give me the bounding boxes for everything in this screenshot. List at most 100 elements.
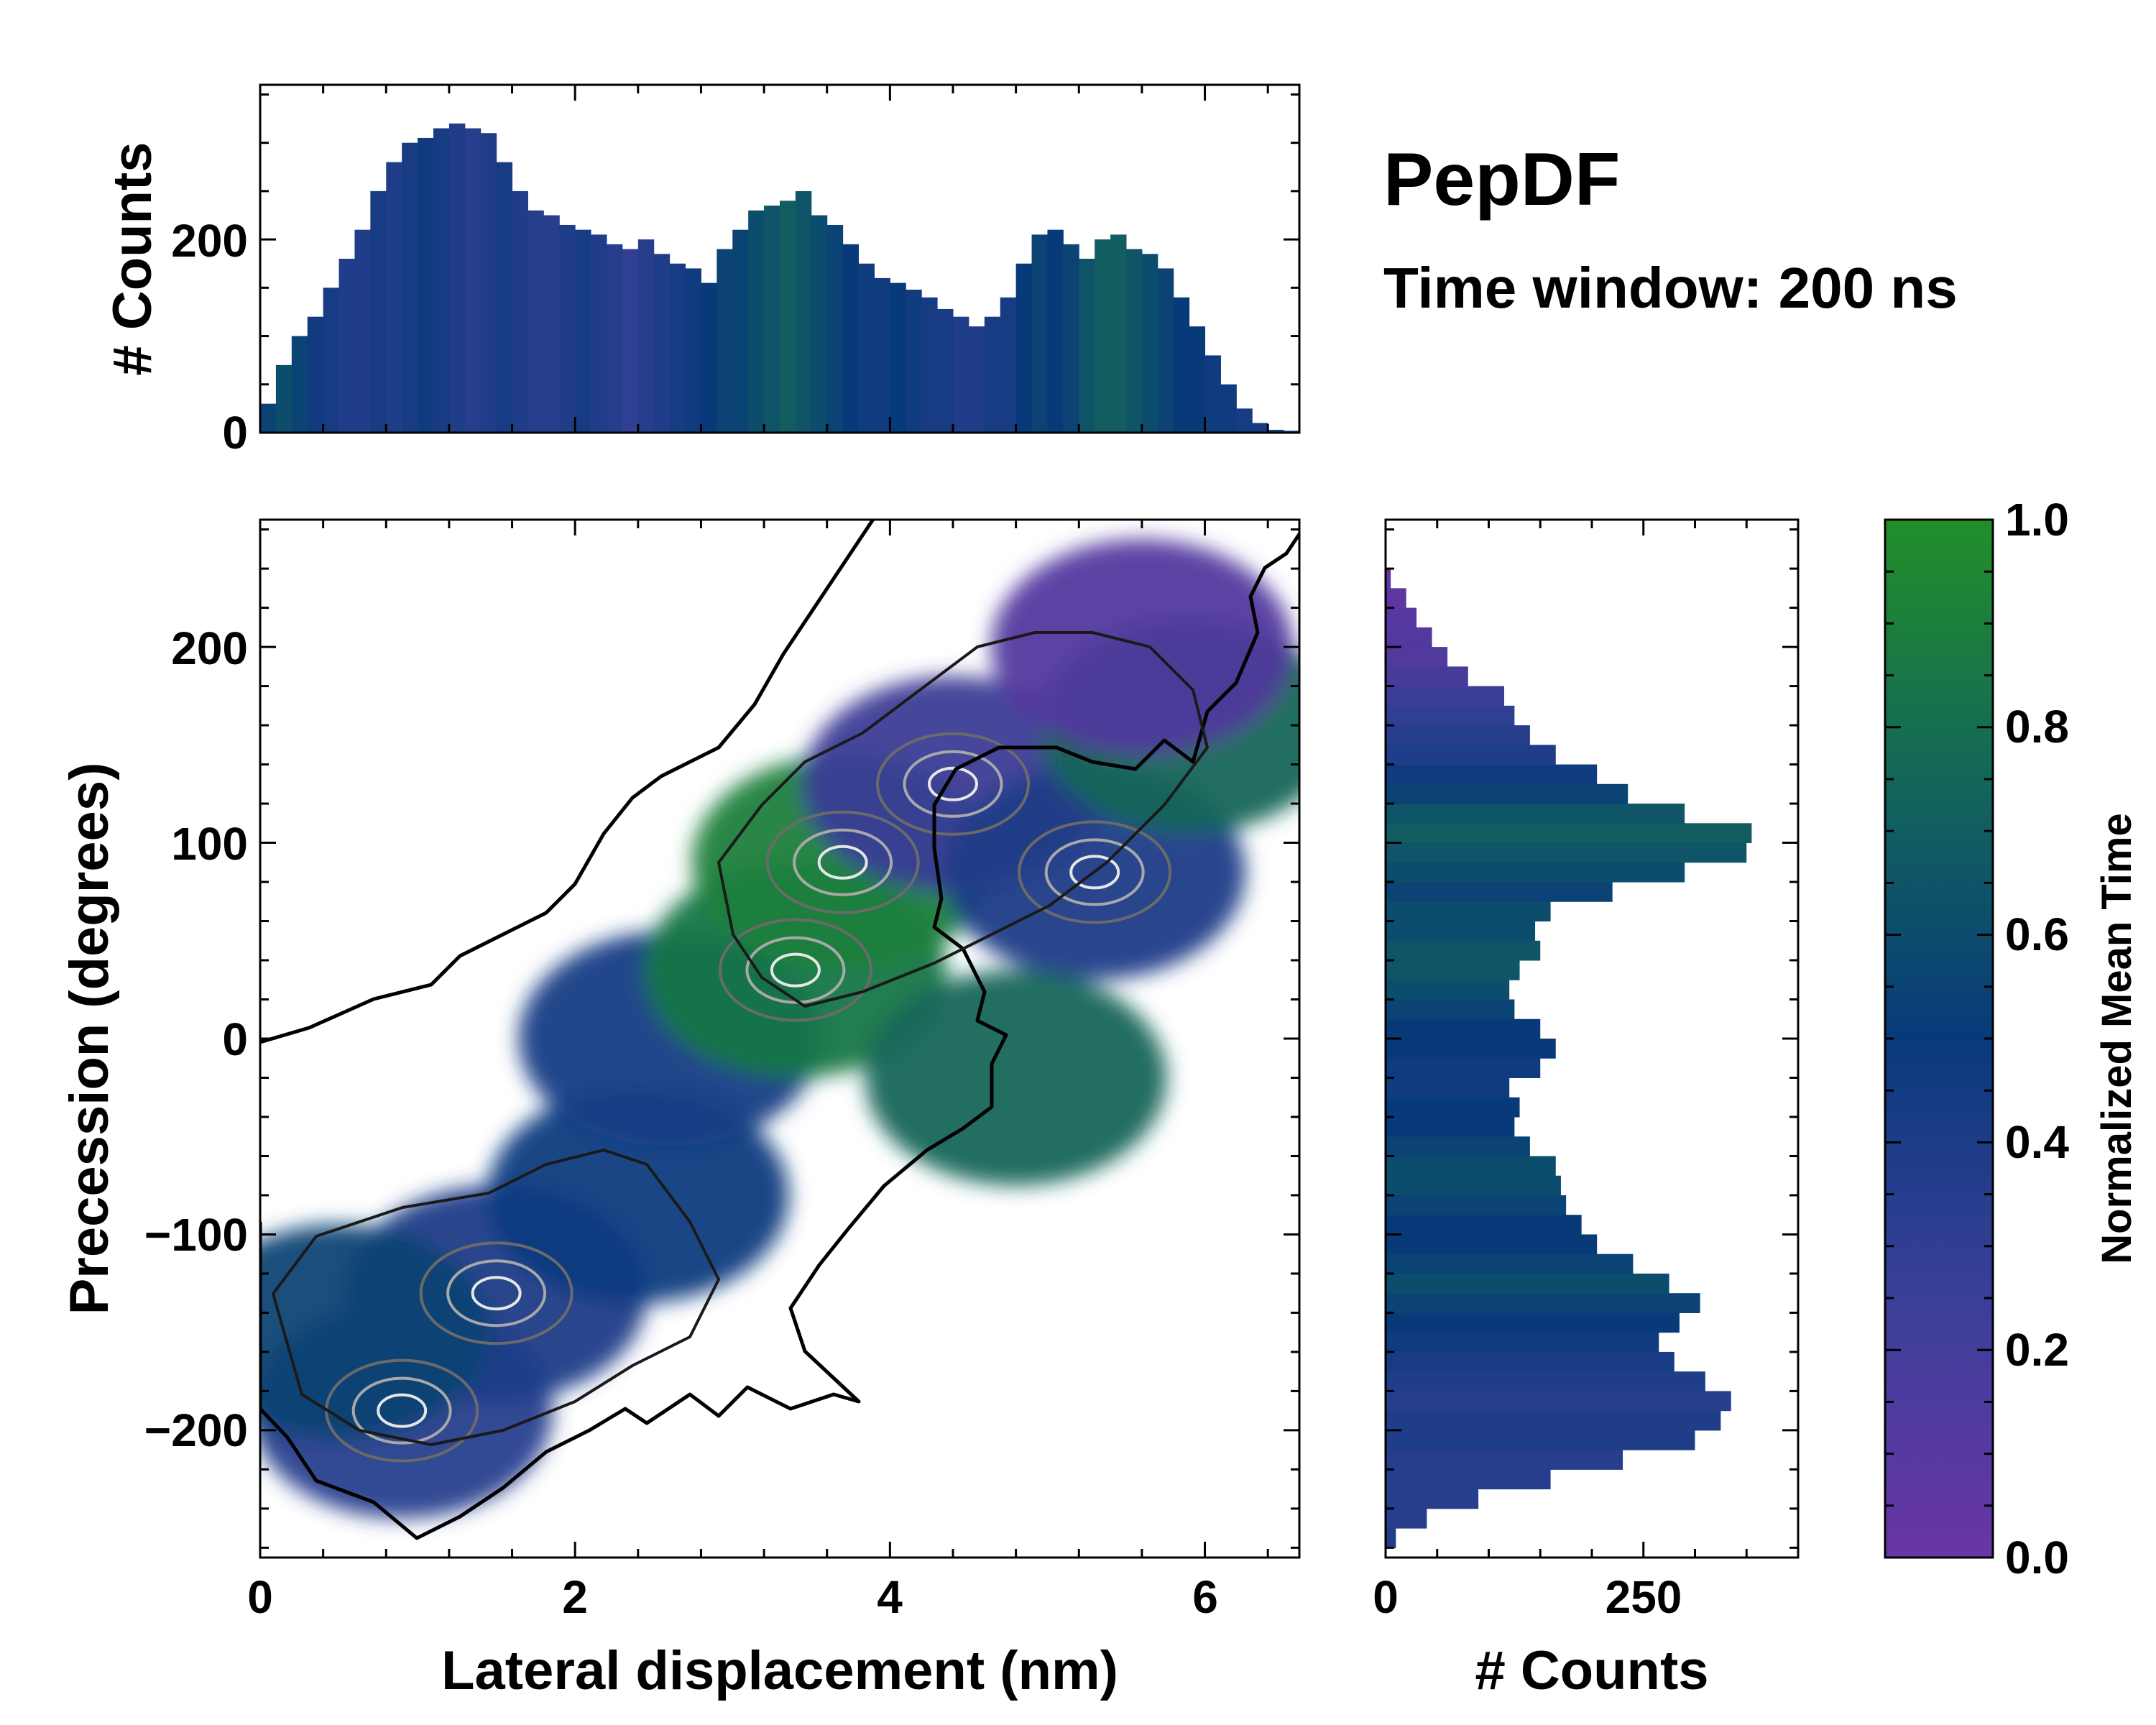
top-histogram-ticks (259, 85, 1299, 434)
right-histogram-bar (1386, 1528, 1396, 1548)
top-histogram-bar (1031, 234, 1048, 433)
right-histogram-bar (1386, 901, 1551, 922)
right-histogram-bar (1386, 1156, 1556, 1177)
top-histogram-bar (653, 254, 671, 433)
top-histogram-bar (480, 133, 497, 433)
right-xtick-label-1: 250 (1606, 1571, 1682, 1623)
top-histogram-bar (780, 201, 796, 433)
right-histogram-bar (1386, 804, 1685, 824)
top-histogram-bar (591, 234, 607, 433)
top-histogram-bar (1126, 249, 1143, 433)
top-histogram-bar (338, 259, 355, 433)
top-histogram-bar (496, 162, 513, 433)
top-histogram-bar (1252, 423, 1268, 433)
density-peaks (325, 732, 1172, 1463)
top-histogram-bar (921, 297, 938, 433)
right-histogram-frame (1384, 518, 1800, 1559)
right-histogram-bar (1386, 1116, 1515, 1137)
density-peak-contour (446, 1259, 547, 1328)
right-histogram-bar (1386, 666, 1468, 687)
top-histogram-bar (637, 239, 655, 433)
top-histogram-bar (968, 326, 985, 433)
density-peak-contour (903, 750, 1003, 818)
top-histogram-bar (607, 244, 623, 433)
top-histogram-bar (1015, 263, 1033, 433)
right-histogram-bar (1386, 588, 1406, 609)
top-histogram-bar (448, 123, 466, 433)
top-histogram-bar (953, 316, 969, 433)
right-histogram-bar (1386, 1469, 1551, 1490)
main-frame (259, 518, 1301, 1559)
main-xlabel: Lateral displacement (nm) (441, 1640, 1118, 1701)
top-histogram-bar (858, 263, 875, 433)
right-histogram-bar (1386, 999, 1515, 1020)
density-peak-contour (471, 1276, 522, 1311)
main-density-panel: 0 2 4 6 200 100 0 −100 −200 Lateral disp… (59, 518, 1301, 1701)
colorbar-label: Normalized Mean Time (2093, 813, 2140, 1264)
top-histogram-bar (1079, 259, 1095, 433)
right-histogram-bar (1386, 1508, 1427, 1529)
density-peak-contour (377, 1393, 428, 1428)
top-histogram-bar (386, 162, 402, 433)
right-histogram-bar (1386, 842, 1747, 863)
top-histogram-bar (1157, 268, 1174, 433)
right-histogram-bar (1386, 1371, 1705, 1392)
top-histogram-bar (354, 229, 371, 433)
right-xtick-label-0: 0 (1373, 1571, 1399, 1623)
top-histogram-bar (732, 229, 749, 433)
top-histogram-bar (528, 210, 544, 433)
right-histogram-bars (1386, 569, 1752, 1548)
top-histogram-bar (842, 244, 860, 433)
right-histogram-bar (1386, 1430, 1695, 1450)
density-peak-contour (1044, 838, 1145, 906)
main-ylabel: Precession (degrees) (59, 763, 120, 1315)
right-histogram-bar (1386, 921, 1536, 942)
right-histogram-bar (1386, 745, 1556, 765)
top-histogram-bar (622, 249, 639, 433)
top-histogram-bar (748, 210, 765, 433)
right-histogram-bar (1386, 1018, 1541, 1039)
top-histogram-bar (937, 308, 954, 433)
density-cluster (865, 970, 1167, 1186)
top-histogram-bar (717, 249, 733, 433)
right-histogram-xlabel: # Counts (1475, 1640, 1708, 1701)
top-histogram-bar (826, 224, 844, 433)
main-xtick-label-3: 6 (1192, 1571, 1218, 1623)
top-histogram-bar (323, 288, 340, 433)
right-histogram-bar (1386, 1332, 1659, 1353)
top-histogram-bar (512, 190, 528, 433)
top-histogram-bar (1141, 254, 1158, 433)
density-peak-contour (351, 1376, 452, 1445)
top-histogram-bar (1268, 429, 1284, 433)
top-histogram-bars (260, 123, 1299, 433)
right-histogram-bar (1386, 764, 1598, 785)
top-histogram-bar (764, 206, 780, 433)
right-histogram-bar (1386, 1351, 1674, 1372)
density-peak-contour (765, 810, 920, 914)
top-histogram-bar (890, 282, 906, 433)
inner-contour-upper (717, 631, 1209, 1008)
top-histogram-bar (1189, 326, 1206, 433)
right-histogram-bar (1386, 569, 1391, 589)
density-peak-contour (876, 732, 1030, 836)
top-histogram-panel: 0 200 # Counts (102, 83, 1301, 459)
top-histogram-bar (433, 128, 450, 433)
top-histogram-bar (1000, 297, 1017, 433)
right-histogram-bar (1386, 823, 1752, 844)
top-histogram-bar (669, 263, 686, 433)
top-histogram-bar (984, 316, 1001, 433)
figure-subtitle: Time window: 200 ns (1383, 256, 1958, 320)
top-histogram-bar (370, 190, 387, 433)
colorbar-tick-label-5: 0.0 (2005, 1532, 2069, 1583)
top-histogram-bar (685, 268, 701, 433)
density-peak-contour (1018, 820, 1172, 924)
figure-title: PepDF (1383, 138, 1620, 221)
top-histogram-bar (464, 128, 482, 433)
top-histogram-bar (795, 190, 812, 433)
main-ytick-label-0: 200 (171, 622, 248, 674)
right-histogram-bar (1386, 1097, 1520, 1118)
density-peak-contour (419, 1241, 573, 1346)
top-histogram-bar (1220, 384, 1237, 433)
colorbar-tick-label-4: 0.2 (2005, 1324, 2069, 1376)
right-histogram-bar (1386, 1195, 1567, 1215)
